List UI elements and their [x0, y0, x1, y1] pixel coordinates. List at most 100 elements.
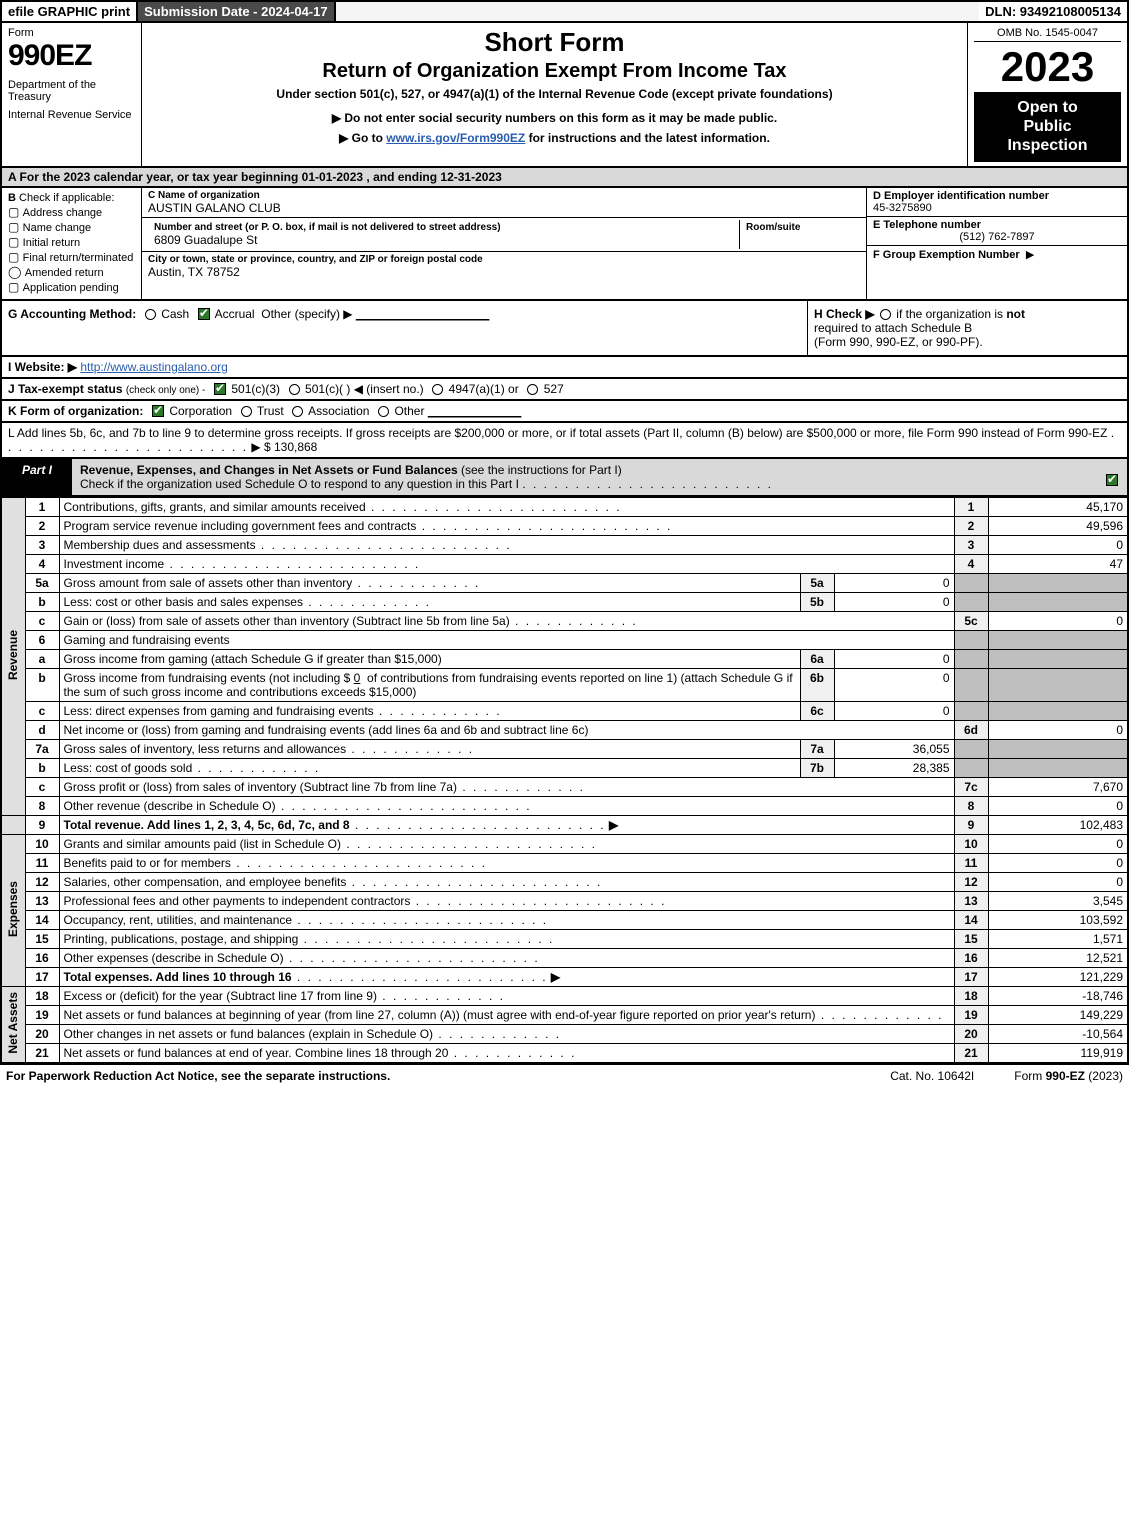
l11-c: 11: [954, 853, 988, 872]
form-header: Form 990EZ Department of the Treasury In…: [0, 23, 1129, 168]
l19-d: Net assets or fund balances at beginning…: [64, 1008, 816, 1022]
phone-value: (512) 762-7897: [873, 231, 1121, 243]
i-label: I Website: ▶: [8, 360, 77, 374]
chk-schedule-o[interactable]: [1106, 474, 1118, 486]
l6b-sl: 6b: [800, 668, 834, 701]
pub2-prefix: ▶ Go to: [339, 131, 386, 145]
radio-501c[interactable]: [289, 384, 300, 395]
under-section: Under section 501(c), 527, or 4947(a)(1)…: [150, 87, 959, 101]
radio-h[interactable]: [880, 309, 891, 320]
l17-v: 121,229: [988, 967, 1128, 986]
website-link[interactable]: http://www.austingalano.org: [80, 360, 227, 374]
l6b-fill[interactable]: 0: [354, 671, 361, 685]
chk-final-return[interactable]: Final return/terminated: [8, 250, 135, 264]
l10-c: 10: [954, 834, 988, 853]
l6c-d: Less: direct expenses from gaming and fu…: [64, 704, 374, 718]
l20-d: Other changes in net assets or fund bala…: [64, 1027, 434, 1041]
k-other-line[interactable]: ______________: [428, 404, 521, 418]
chk-name-change[interactable]: Name change: [8, 220, 135, 234]
line-13-row: 13 Professional fees and other payments …: [1, 891, 1128, 910]
b-title: Check if applicable:: [19, 192, 114, 204]
part-i-dots: [522, 477, 773, 491]
b-label: B: [8, 192, 16, 204]
line-6c-row: c Less: direct expenses from gaming and …: [1, 701, 1128, 720]
chk-accrual[interactable]: [198, 308, 210, 320]
j-small: (check only one) -: [126, 385, 205, 396]
h-text2: if the organization is: [896, 307, 1006, 321]
radio-527[interactable]: [527, 384, 538, 395]
block-gh: G Accounting Method: Cash Accrual Other …: [0, 301, 1129, 357]
j-opt1: 501(c)(3): [231, 382, 280, 396]
open-line-1: Open to: [978, 98, 1117, 117]
part-i-header: Part I Revenue, Expenses, and Changes in…: [0, 459, 1129, 497]
l6a-n: a: [25, 649, 59, 668]
row-l-gross-receipts: L Add lines 5b, 6c, and 7b to line 9 to …: [0, 423, 1129, 459]
row-a-mid: , and ending: [366, 170, 440, 184]
l19-n: 19: [25, 1005, 59, 1024]
radio-other-org[interactable]: [378, 406, 389, 417]
l12-v: 0: [988, 872, 1128, 891]
part-i-check-line: Check if the organization used Schedule …: [80, 477, 519, 491]
org-name: AUSTIN GALANO CLUB: [148, 201, 860, 215]
org-street: 6809 Guadalupe St: [154, 233, 733, 247]
l7c-c: 7c: [954, 777, 988, 796]
sidelabel-netassets: Net Assets: [1, 986, 25, 1063]
omb-number: OMB No. 1545-0047: [974, 27, 1121, 42]
c-street-label: Number and street (or P. O. box, if mail…: [154, 222, 733, 233]
form-label: Form: [8, 27, 135, 39]
radio-trust[interactable]: [241, 406, 252, 417]
chk-501c3[interactable]: [214, 383, 226, 395]
line-5c-row: c Gain or (loss) from sale of assets oth…: [1, 611, 1128, 630]
l6b-shade2: [988, 668, 1128, 701]
block-bcdef: B Check if applicable: Address change Na…: [0, 188, 1129, 301]
l17-c: 17: [954, 967, 988, 986]
line-7a-row: 7a Gross sales of inventory, less return…: [1, 739, 1128, 758]
l5a-n: 5a: [25, 573, 59, 592]
j-insert: ◀ (insert no.): [354, 382, 424, 396]
l7a-sv: 36,055: [834, 739, 954, 758]
short-form-title: Short Form: [150, 27, 959, 58]
radio-4947[interactable]: [432, 384, 443, 395]
chk-amended-return[interactable]: Amended return: [8, 265, 135, 279]
l16-c: 16: [954, 948, 988, 967]
irs-link[interactable]: www.irs.gov/Form990EZ: [386, 131, 525, 145]
line-15-row: 15 Printing, publications, postage, and …: [1, 929, 1128, 948]
l7b-shade2: [988, 758, 1128, 777]
chk-initial-return[interactable]: Initial return: [8, 235, 135, 249]
line-16-row: 16 Other expenses (describe in Schedule …: [1, 948, 1128, 967]
section-h: H Check ▶ if the organization is not req…: [807, 301, 1127, 355]
l8-c: 8: [954, 796, 988, 815]
public-notice-2: ▶ Go to www.irs.gov/Form990EZ for instru…: [150, 131, 959, 145]
l17-n: 17: [25, 967, 59, 986]
l5a-d: Gross amount from sale of assets other t…: [64, 576, 353, 590]
l7a-n: 7a: [25, 739, 59, 758]
part-i-paren: (see the instructions for Part I): [461, 463, 622, 477]
l11-v: 0: [988, 853, 1128, 872]
part-i-schedule-o-check[interactable]: [1097, 459, 1127, 495]
l7c-v: 7,670: [988, 777, 1128, 796]
l5c-n: c: [25, 611, 59, 630]
chk-application-pending[interactable]: Application pending: [8, 280, 135, 294]
radio-cash[interactable]: [145, 309, 156, 320]
l7b-sv: 28,385: [834, 758, 954, 777]
l18-d: Excess or (deficit) for the year (Subtra…: [64, 989, 377, 1003]
chk-corporation[interactable]: [152, 405, 164, 417]
line-10-row: Expenses 10 Grants and similar amounts p…: [1, 834, 1128, 853]
l4-c: 4: [954, 554, 988, 573]
line-17-row: 17 Total expenses. Add lines 10 through …: [1, 967, 1128, 986]
l7c-n: c: [25, 777, 59, 796]
l7b-shade1: [954, 758, 988, 777]
radio-association[interactable]: [292, 406, 303, 417]
line-5b-row: b Less: cost or other basis and sales ex…: [1, 592, 1128, 611]
chk-address-change[interactable]: Address change: [8, 205, 135, 219]
l10-v: 0: [988, 834, 1128, 853]
sidelabel-revenue: Revenue: [1, 497, 25, 815]
l15-c: 15: [954, 929, 988, 948]
l6a-sv: 0: [834, 649, 954, 668]
row-a-prefix: A For the 2023 calendar year, or tax yea…: [8, 170, 302, 184]
l19-v: 149,229: [988, 1005, 1128, 1024]
l2-v: 49,596: [988, 516, 1128, 535]
efile-label[interactable]: efile GRAPHIC print: [2, 2, 138, 21]
l9-d: Total revenue. Add lines 1, 2, 3, 4, 5c,…: [64, 818, 350, 832]
g-other-line[interactable]: ____________________: [356, 307, 489, 321]
